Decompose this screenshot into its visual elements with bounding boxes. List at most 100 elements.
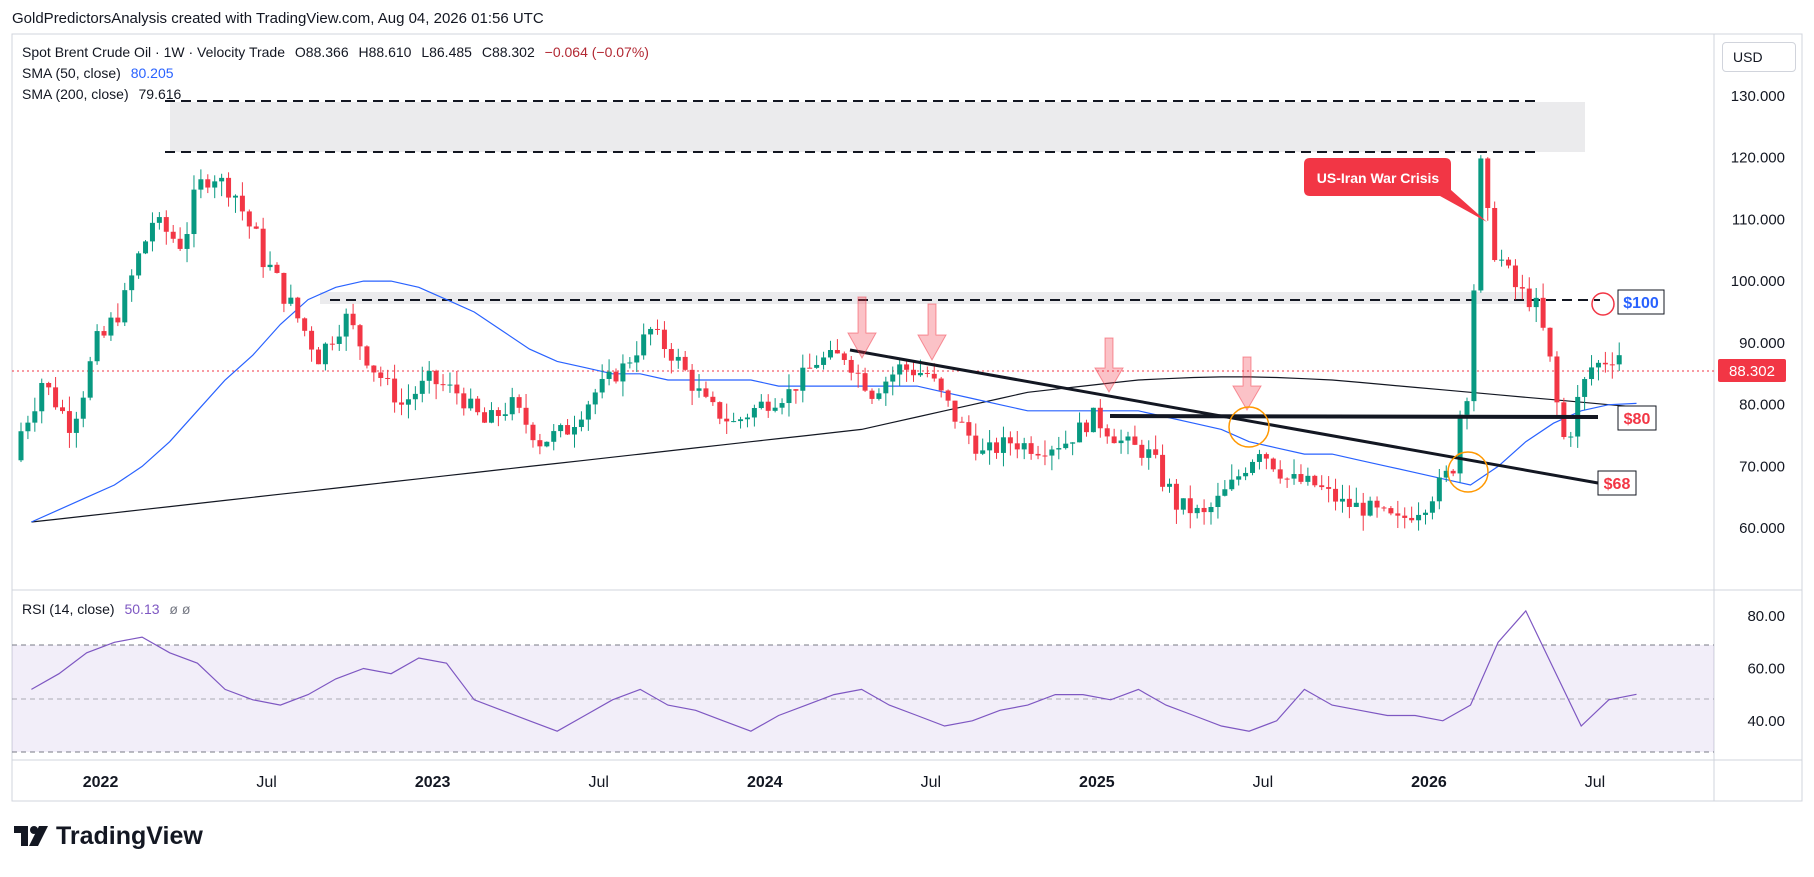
candle-body: [1367, 500, 1373, 516]
legend-rsi[interactable]: RSI (14, close) 50.13 ø ø: [22, 601, 190, 617]
candle-body: [1333, 488, 1339, 502]
rsi-line: [31, 609, 1637, 732]
chart-frame: [11, 33, 1803, 802]
candle-body: [1547, 327, 1553, 357]
candle-body: [1416, 514, 1422, 521]
candle-body: [1533, 297, 1539, 308]
candle-body: [1250, 461, 1256, 473]
highlight-circle-2: [1447, 451, 1489, 493]
candle-body: [1284, 478, 1290, 480]
label-68: $68: [1604, 476, 1631, 493]
attribution-header: GoldPredictorsAnalysis created with Trad…: [12, 10, 544, 27]
candle-body: [1097, 407, 1103, 429]
candle-body: [1388, 508, 1394, 514]
legend-rsi-extra: ø ø: [169, 601, 191, 617]
rsi-axis[interactable]: 40.00 60.00 80.00: [1747, 608, 1785, 730]
candle-body: [627, 362, 633, 364]
candle-body: [551, 431, 557, 442]
candle-body: [73, 418, 79, 433]
candle-body: [883, 381, 889, 394]
candle-body: [184, 234, 190, 249]
candle-body: [1243, 472, 1249, 477]
candle-body: [827, 350, 833, 358]
candle-body: [1540, 297, 1546, 328]
candle-body: [599, 378, 605, 393]
candle-body: [80, 397, 86, 419]
label-100: $100: [1623, 295, 1659, 312]
candle-body: [1270, 458, 1276, 470]
candle-body: [39, 382, 45, 412]
candle-body: [1312, 475, 1318, 486]
candle-body: [1568, 436, 1574, 438]
candle-body: [281, 272, 287, 304]
candle-body: [1125, 436, 1131, 441]
candle-body: [143, 241, 149, 254]
candle-body: [1173, 483, 1179, 510]
legend-rsi-value: 50.13: [124, 601, 160, 617]
candle-body: [461, 393, 467, 409]
candle-body: [924, 372, 930, 374]
legend-sma200-value: 79.616: [138, 86, 182, 102]
candle-body: [1083, 422, 1089, 433]
candle-body: [122, 290, 128, 323]
candle-body: [717, 402, 723, 419]
candle-body: [779, 403, 785, 408]
arrow-marker-2: [917, 303, 947, 362]
tradingview-logo-text: TradingView: [56, 822, 203, 850]
candle-body: [357, 325, 363, 347]
candle-body: [129, 275, 135, 291]
label-68-box: [1597, 470, 1637, 496]
legend-sma50[interactable]: SMA (50, close) 80.205: [22, 65, 174, 81]
currency-selector[interactable]: USD: [1722, 42, 1796, 72]
candle-body: [87, 361, 93, 398]
candle-body: [641, 334, 647, 356]
candle-body: [1229, 479, 1235, 490]
price-axis[interactable]: 60.000 70.000 80.000 90.000 100.000 110.000 12…: [1731, 88, 1785, 537]
candle-body: [46, 382, 52, 388]
candle-body: [94, 331, 100, 362]
candle-body: [537, 440, 543, 447]
candle-body: [350, 313, 356, 326]
candle-body: [710, 396, 716, 403]
candle-body: [329, 343, 335, 345]
candle-body: [516, 397, 522, 408]
tradingview-logo[interactable]: TradingView: [14, 822, 203, 851]
candle-body: [544, 441, 550, 447]
candle-body: [399, 402, 405, 405]
candle-body: [744, 417, 750, 420]
candle-body: [682, 356, 688, 370]
candle-body: [1506, 259, 1512, 266]
candle-body: [253, 226, 259, 229]
candle-body: [1277, 469, 1283, 479]
candle-body: [1381, 507, 1387, 509]
candle-body: [468, 398, 474, 409]
candle-body: [724, 418, 730, 422]
candle-body: [1063, 443, 1069, 449]
time-axis[interactable]: 2022 Jul 2023 Jul 2024 Jul 2025 Jul 2026 Jul: [83, 774, 1605, 791]
candle-body: [1616, 355, 1622, 365]
candle-body: [454, 384, 460, 394]
candle-body: [1319, 485, 1325, 488]
time-tick-label: 2024: [747, 774, 783, 791]
candle-body: [392, 378, 398, 403]
rsi-tick-label: 80.00: [1747, 608, 1785, 625]
candle-body: [156, 217, 162, 223]
candle-body: [1236, 476, 1242, 480]
candle-body: [149, 222, 155, 242]
candle-body: [433, 370, 439, 385]
candle-body: [738, 419, 744, 422]
candle-body: [523, 407, 529, 425]
resistance-zone-100: [320, 292, 1530, 304]
legend-sma200[interactable]: SMA (200, close) 79.616: [22, 86, 181, 102]
time-tick-label: 2022: [83, 774, 119, 791]
candle-body: [136, 253, 142, 276]
candle-body: [239, 195, 245, 212]
candle-body: [1201, 507, 1207, 513]
candle-body: [696, 388, 702, 391]
candle-body: [655, 328, 661, 330]
candle-body: [163, 217, 169, 232]
candle-body: [668, 349, 674, 361]
candle-body: [25, 422, 31, 432]
candle-body: [343, 313, 349, 337]
